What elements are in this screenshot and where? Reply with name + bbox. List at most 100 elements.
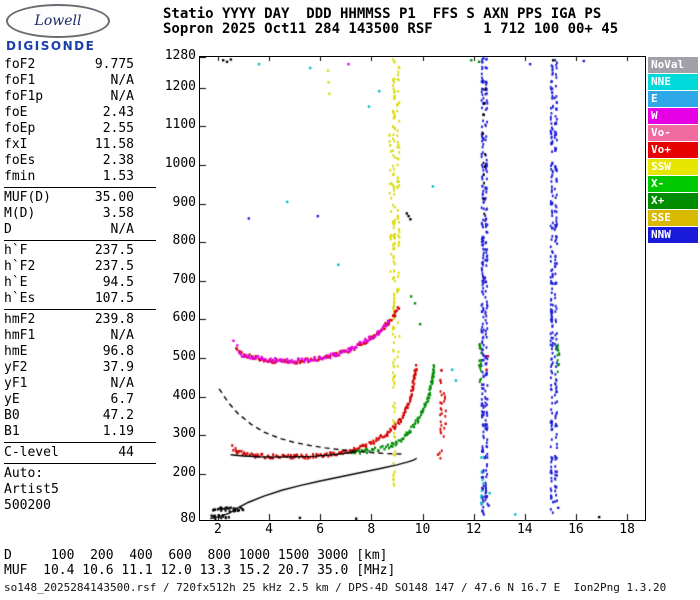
param-separator — [4, 442, 156, 443]
param-row: h`F 237.5 — [4, 243, 134, 259]
param-label: h`F2 — [4, 259, 36, 274]
param-value: 35.00 — [94, 190, 134, 205]
param-row: B1 1.19 — [4, 424, 134, 440]
header-field-names: Statio YYYY DAY DDD HHMMSS P1 FFS S AXN … — [163, 6, 602, 22]
param-row: yF1 N/A — [4, 376, 134, 392]
param-value: 2.38 — [102, 153, 134, 168]
legend-item-vo+: Vo+ — [648, 142, 698, 158]
param-value: 237.5 — [94, 243, 134, 258]
param-value: 239.8 — [94, 312, 134, 327]
legend-item-e: E — [648, 91, 698, 107]
legend-item-nnw: NNW — [648, 227, 698, 243]
param-value: 9.775 — [94, 57, 134, 72]
file-info-line: so148_2025284143500.rsf / 720fx512h 25 k… — [4, 581, 667, 594]
param-value: 47.2 — [102, 408, 134, 423]
param-row: foF1p N/A — [4, 89, 134, 105]
legend-item-ssw: SSW — [648, 159, 698, 175]
y-tick-label: 1100 — [164, 117, 196, 133]
param-row: B0 47.2 — [4, 408, 134, 424]
legend-item-nne: NNE — [648, 74, 698, 90]
param-row: foE 2.43 — [4, 105, 134, 121]
param-value: N/A — [110, 376, 134, 391]
param-label: MUF(D) — [4, 190, 51, 205]
param-row: MUF(D) 35.00 — [4, 190, 134, 206]
param-label: 500200 — [4, 498, 51, 513]
param-label: foEs — [4, 153, 36, 168]
param-row: M(D) 3.58 — [4, 206, 134, 222]
y-tick-label: 500 — [172, 348, 196, 364]
y-tick-label: 300 — [172, 426, 196, 442]
header-block: Statio YYYY DAY DDD HHMMSS P1 FFS S AXN … — [163, 7, 618, 37]
param-label: B1 — [4, 424, 20, 439]
param-label: hmE — [4, 344, 28, 359]
param-separator — [4, 309, 156, 310]
direction-color-legend: NoVal NNE E W Vo- Vo+ SSW X- X+ SSE NNW — [648, 57, 698, 244]
param-label: D — [4, 222, 12, 237]
param-row: hmE 96.8 — [4, 344, 134, 360]
param-row: fmin 1.53 — [4, 169, 134, 185]
param-separator — [4, 187, 156, 188]
param-value: 1.53 — [102, 169, 134, 184]
ionogram-plot — [199, 56, 646, 521]
param-separator — [4, 463, 156, 464]
param-row: fxI 11.58 — [4, 137, 134, 153]
param-label: B0 — [4, 408, 20, 423]
y-tick-label: 1000 — [164, 156, 196, 172]
y-tick-label: 400 — [172, 387, 196, 403]
lowell-logo-oval: Lowell — [6, 4, 110, 38]
param-label: yE — [4, 392, 20, 407]
x-tick-label: 2 — [213, 522, 222, 537]
param-value: 1.19 — [102, 424, 134, 439]
param-row: C-level 44 — [4, 445, 134, 461]
param-row: yF2 37.9 — [4, 360, 134, 376]
param-label: foF1p — [4, 89, 44, 104]
param-row: foEp 2.55 — [4, 121, 134, 137]
muf-values-row: MUF 10.4 10.6 11.1 12.0 13.3 15.2 20.7 3… — [4, 563, 396, 578]
y-tick-label: 600 — [172, 310, 196, 326]
header-field-values: Sopron 2025 Oct11 284 143500 RSF 1 712 1… — [163, 21, 619, 37]
y-tick-label: 900 — [172, 194, 196, 210]
param-value: 6.7 — [110, 392, 134, 407]
param-label: Auto: — [4, 466, 44, 481]
param-label: foF2 — [4, 57, 36, 72]
param-value: 2.55 — [102, 121, 134, 136]
param-label: hmF2 — [4, 312, 36, 327]
digisonde-logo: Lowell DIGISONDE — [6, 4, 136, 53]
param-value: 3.58 — [102, 206, 134, 221]
param-row: Artist5 — [4, 482, 134, 498]
param-row: hmF2 239.8 — [4, 312, 134, 328]
legend-item-x-: X- — [648, 176, 698, 192]
param-label: foE — [4, 105, 28, 120]
param-value: 11.58 — [94, 137, 134, 152]
param-label: yF2 — [4, 360, 28, 375]
param-value: 44 — [118, 445, 134, 460]
param-value: N/A — [110, 222, 134, 237]
param-separator — [4, 240, 156, 241]
x-tick-label: 16 — [568, 522, 584, 537]
y-tick-label: 80 — [180, 511, 196, 526]
legend-item-w: W — [648, 108, 698, 124]
param-value: 37.9 — [102, 360, 134, 375]
x-tick-label: 6 — [316, 522, 325, 537]
param-row: h`F2 237.5 — [4, 259, 134, 275]
parameter-panel: foF2 9.775 foF1 N/A foF1p N/A foE 2.43 foEp 2.55 f… — [4, 57, 160, 514]
footer-block: D 100 200 400 600 800 1000 1500 3000 [km… — [4, 548, 666, 594]
param-value: 107.5 — [94, 291, 134, 306]
param-label: fxI — [4, 137, 28, 152]
param-label: h`E — [4, 275, 28, 290]
param-value: 2.43 — [102, 105, 134, 120]
logo-digisonde-text: DIGISONDE — [6, 39, 96, 53]
param-row: h`Es 107.5 — [4, 291, 134, 307]
legend-item-x+: X+ — [648, 193, 698, 209]
param-label: foF1 — [4, 73, 36, 88]
param-label: foEp — [4, 121, 36, 136]
legend-item-noval: NoVal — [648, 57, 698, 73]
param-row: 500200 — [4, 498, 134, 514]
x-tick-label: 4 — [265, 522, 273, 537]
param-row: foF2 9.775 — [4, 57, 134, 73]
y-tick-label: 800 — [172, 233, 196, 249]
param-row: D N/A — [4, 222, 134, 238]
param-value: 237.5 — [94, 259, 134, 274]
param-label: Artist5 — [4, 482, 59, 497]
param-value: 96.8 — [102, 344, 134, 359]
